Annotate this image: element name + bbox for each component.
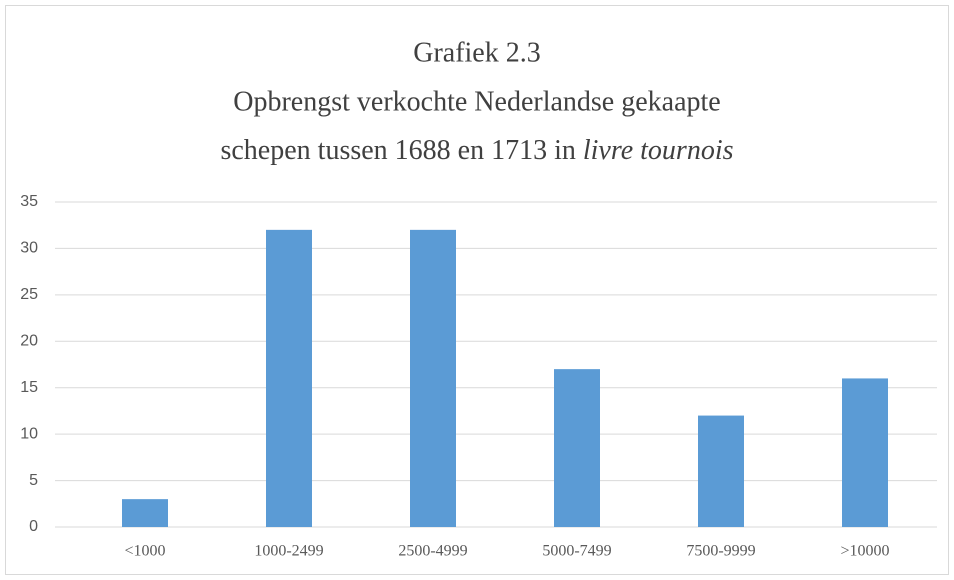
x-tick-label: 1000-2499 xyxy=(254,543,323,560)
x-tick-label: 7500-9999 xyxy=(686,543,755,560)
subtitle-text: schepen tussen 1688 en 1713 in xyxy=(220,135,575,166)
chart-border xyxy=(5,5,949,575)
x-tick-label: >10000 xyxy=(840,543,889,560)
bar xyxy=(410,229,456,527)
bar xyxy=(554,369,600,527)
x-tick-label: 5000-7499 xyxy=(542,543,611,560)
y-tick-label: 0 xyxy=(29,518,38,535)
y-tick-label: 10 xyxy=(20,425,38,442)
chart-title: Grafiek 2.3 xyxy=(413,37,541,68)
bar xyxy=(842,378,888,527)
x-tick-label: <1000 xyxy=(124,543,165,560)
y-tick-label: 25 xyxy=(20,286,38,303)
y-tick-label: 15 xyxy=(20,379,38,396)
bar xyxy=(266,229,312,527)
subtitle-italic: livre tournois xyxy=(583,135,734,166)
bar xyxy=(698,415,744,527)
chart-subtitle: Opbrengst verkochte Nederlandse gekaapte xyxy=(233,86,720,117)
x-tick-label: 2500-4999 xyxy=(398,543,467,560)
bar xyxy=(122,499,168,527)
y-tick-label: 5 xyxy=(29,472,38,489)
y-tick-label: 20 xyxy=(20,333,38,350)
y-tick-label: 30 xyxy=(20,240,38,257)
chart-subtitle: schepen tussen 1688 en 1713 in livre tour… xyxy=(220,135,733,166)
y-tick-label: 35 xyxy=(20,193,38,210)
